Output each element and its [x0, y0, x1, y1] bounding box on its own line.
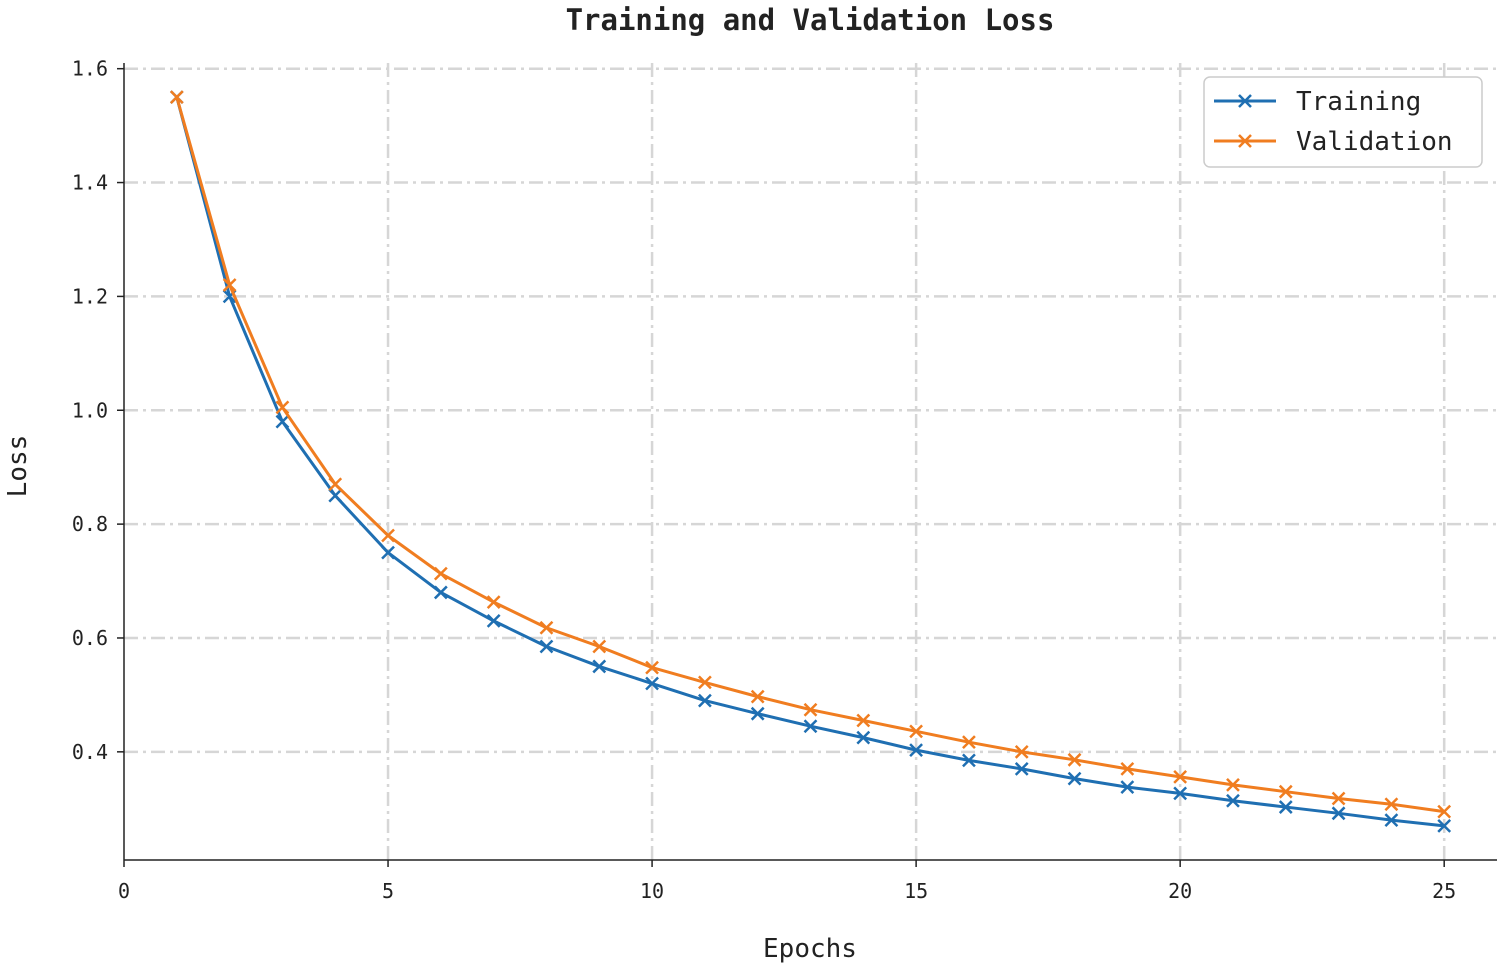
data-point-training [645, 676, 659, 691]
axes [123, 63, 1497, 861]
data-point-validation [803, 702, 818, 717]
data-point-training [328, 488, 343, 503]
legend-marker-training [1238, 94, 1252, 108]
data-point-validation [592, 639, 607, 654]
data-point-validation [1437, 804, 1452, 819]
legend: Training Validation [1203, 76, 1483, 168]
data-point-training [909, 743, 923, 758]
data-point-validation [1120, 762, 1135, 776]
data-point-training [856, 730, 871, 745]
legend-marker-validation [1238, 134, 1252, 148]
data-point-validation [698, 675, 712, 690]
y-tick-label: 1.2 [72, 284, 108, 308]
data-point-training [1331, 806, 1346, 821]
data-point-validation [962, 735, 976, 750]
data-point-training [1226, 793, 1240, 808]
grid-lines [124, 63, 1497, 860]
data-point-validation [909, 724, 923, 739]
data-point-training [486, 614, 501, 628]
data-point-training [381, 545, 395, 560]
data-point-validation [1067, 752, 1082, 767]
chart-title: Training and Validation Loss [566, 3, 1055, 37]
legend-label-validation: Validation [1296, 127, 1453, 157]
y-tick-label: 0.6 [72, 626, 108, 650]
data-point-validation [1278, 784, 1293, 799]
x-tick-label: 5 [382, 879, 394, 903]
data-point-training [750, 706, 765, 721]
data-point-validation [539, 620, 554, 635]
data-point-validation [1173, 770, 1188, 784]
x-tick-label: 0 [118, 879, 130, 903]
series-lines [169, 90, 1452, 833]
data-point-training [539, 639, 554, 654]
x-tick-label: 10 [640, 879, 664, 903]
y-tick-label: 0.4 [72, 740, 108, 764]
y-axis-label: Loss [3, 435, 33, 498]
series-line-training [175, 96, 1445, 828]
y-tick-label: 1.4 [72, 171, 108, 195]
legend-label-training: Training [1296, 87, 1421, 117]
data-point-validation [433, 566, 448, 581]
data-point-validation [486, 595, 501, 609]
data-point-validation [1226, 777, 1240, 792]
data-point-training [1437, 818, 1452, 833]
data-point-training [1278, 800, 1293, 814]
data-point-training [698, 693, 712, 708]
data-point-validation [222, 278, 237, 292]
data-point-training [592, 659, 607, 674]
data-point-training [962, 753, 976, 768]
data-point-training [1067, 771, 1082, 786]
data-point-validation [328, 477, 343, 492]
x-tick-label: 15 [904, 879, 928, 903]
data-point-validation [1331, 791, 1346, 806]
data-point-validation [275, 400, 290, 415]
data-point-training [803, 719, 818, 734]
y-tick-label: 0.8 [72, 512, 108, 536]
data-point-validation [1014, 744, 1029, 759]
data-point-training [1173, 786, 1188, 801]
x-tick-label: 20 [1168, 879, 1192, 903]
x-tick-label: 25 [1432, 879, 1456, 903]
data-point-validation [856, 713, 871, 728]
data-point-training [1014, 762, 1029, 776]
data-point-training [275, 414, 290, 429]
y-tick-label: 1.0 [72, 398, 108, 422]
data-point-validation [169, 90, 184, 105]
data-point-training [433, 585, 448, 600]
x-axis-ticks: 0 5 10 15 20 25 [118, 860, 1456, 903]
data-point-validation [750, 689, 765, 704]
y-tick-label: 1.6 [72, 57, 108, 81]
data-point-validation [1384, 797, 1399, 812]
data-point-training [1120, 780, 1135, 795]
series-line-validation [175, 96, 1445, 814]
x-axis-label: Epochs [763, 934, 857, 964]
data-point-validation [645, 660, 659, 675]
y-axis-ticks: 0.4 0.6 0.8 1.0 1.2 1.4 1.6 [72, 57, 124, 764]
data-point-training [1384, 813, 1399, 828]
data-point-validation [381, 528, 395, 543]
